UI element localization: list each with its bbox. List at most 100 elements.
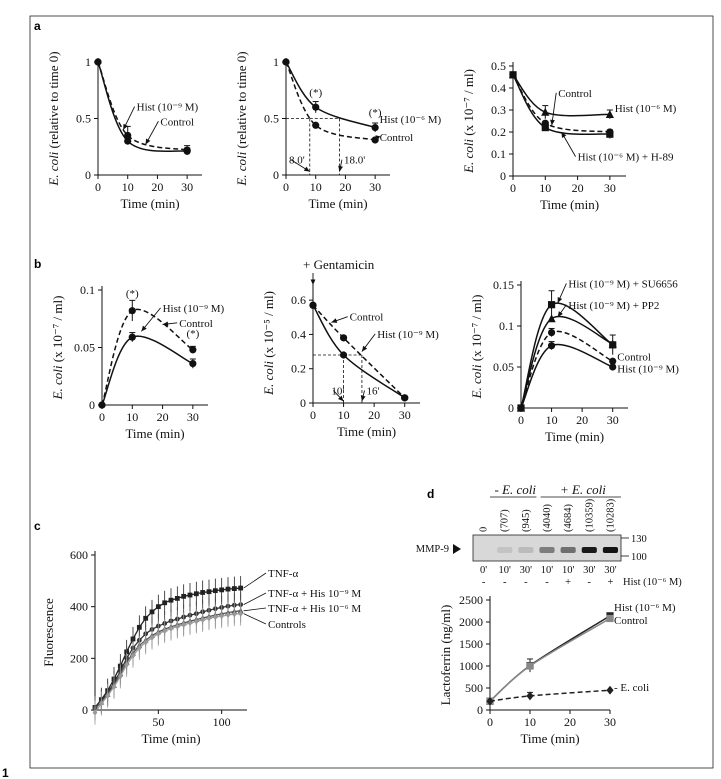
data-point (193, 591, 199, 597)
annotation-arrow-head (162, 321, 169, 327)
lane-value: (4684) (563, 504, 574, 532)
x-tick-label: 10 (310, 180, 322, 194)
series-label-0: TNF-α (268, 568, 298, 580)
x-tick-label: 10 (338, 408, 350, 422)
annotation-arrow-head (303, 166, 310, 172)
figure-number: 1 (2, 766, 9, 779)
annotation-arrow-head (375, 135, 381, 142)
data-point (183, 146, 191, 154)
annotation: Control (179, 318, 213, 330)
y-tick-label: 200 (70, 651, 88, 665)
annotation: Hist (10⁻⁹ M) (377, 329, 439, 341)
panel-label-c: c (34, 519, 41, 533)
label-leader (243, 592, 267, 605)
x-tick-label: 0 (518, 413, 524, 427)
annotation-arrow-head (550, 119, 555, 126)
y-tick-label: 0.5 (491, 59, 506, 73)
label-leader (243, 607, 267, 612)
y-axis-label-rest: (x 10⁻⁵ / ml) (261, 291, 276, 361)
data-point (339, 351, 348, 359)
data-point (312, 121, 320, 129)
lane-value: (707) (500, 509, 511, 532)
data-point (526, 662, 534, 670)
annotation: 10' (331, 385, 344, 397)
annotation: Control (614, 615, 648, 627)
annotation: Hist (10⁻⁹ M) (137, 102, 199, 114)
annotation: Hist (10⁻⁹ M) + PP2 (568, 300, 659, 312)
data-point (225, 586, 231, 592)
header-arrow-head (310, 279, 316, 285)
x-tick-label: 50 (152, 715, 164, 729)
chart-b2: 0 10 20 30 0 0.2 0.4 0.6 Time (min) E. coli (x 10… (261, 257, 439, 439)
x-tick-label: 0 (283, 180, 289, 194)
data-point (231, 586, 237, 591)
series-label-2: TNF-α + His 10⁻⁶ M (268, 603, 361, 615)
gel-band (602, 547, 618, 553)
annotation: Hist (10⁻⁹ M) (617, 364, 679, 376)
data-point (149, 609, 155, 615)
x-tick-label: 10 (126, 410, 138, 424)
lane-value: (10283) (605, 498, 616, 532)
y-axis-label-italic: E. coli (50, 365, 65, 400)
data-point (193, 618, 199, 625)
x-tick-label: 20 (157, 410, 169, 424)
annotation-arrow-head (557, 297, 563, 304)
y-tick-label: 1500 (459, 637, 483, 651)
x-tick-label: 10 (546, 413, 558, 427)
annotation: Hist (10⁻⁹ M) + SU6656 (568, 278, 678, 290)
data-point (339, 334, 348, 342)
x-axis-label: Time (min) (308, 196, 367, 211)
y-tick-label: 0.1 (491, 147, 506, 161)
y-tick-label: 0.05 (74, 341, 95, 355)
x-axis-label: Time (min) (337, 424, 396, 439)
x-tick-label: 10 (539, 181, 551, 195)
data-point (189, 346, 197, 354)
panel-label-d: d (427, 487, 434, 501)
hist-row-label: Hist (10⁻⁶ M) (623, 577, 682, 588)
y-axis-label-italic: E. coli (234, 151, 249, 186)
data-point (371, 123, 379, 132)
y-tick-label: 400 (70, 600, 88, 614)
data-point (606, 614, 614, 623)
y-tick-label: 0 (89, 398, 95, 412)
data-point (526, 691, 534, 701)
chart-header: + Gentamicin (303, 257, 375, 272)
lane-value: (4040) (542, 504, 553, 532)
lane-hist: - (524, 577, 528, 588)
annotation: (*) (369, 107, 382, 119)
x-tick-label: 30 (399, 408, 411, 422)
y-tick-label: 0 (500, 169, 506, 183)
data-point (98, 700, 104, 707)
annotation-arrow-head (141, 325, 147, 332)
annotation-arrow-head (361, 345, 368, 352)
annotation: 8.0' (289, 155, 305, 167)
data-point (547, 301, 556, 309)
x-tick-label: 20 (151, 180, 163, 194)
y-tick-label: 0.5 (76, 112, 91, 126)
y-axis-label: Fluorescence (41, 598, 56, 667)
annotation-arrow-head (561, 132, 567, 138)
data-point (174, 623, 180, 630)
annotation-arrow-head (338, 165, 343, 172)
x-tick-label: 30 (604, 715, 616, 729)
data-point (124, 661, 130, 668)
y-tick-label: 0 (508, 401, 514, 415)
data-point (547, 314, 556, 323)
x-tick-label: 20 (572, 181, 584, 195)
data-point (155, 630, 161, 637)
lane-time: 10' (562, 565, 575, 576)
y-axis-label-italic: E. coli (261, 361, 276, 396)
x-tick-label: 0 (99, 410, 105, 424)
figure-frame (29, 15, 714, 769)
y-axis-label-rest: (relative to time 0) (46, 51, 61, 151)
y-tick-label: 0.4 (491, 81, 506, 95)
lane-hist: - (503, 577, 507, 588)
annotation: 16' (367, 385, 380, 397)
y-tick-label: 0.15 (493, 278, 514, 292)
y-tick-label: 0 (477, 703, 483, 717)
data-point (168, 597, 174, 603)
data-point (181, 621, 187, 628)
annotation: - E. coli (614, 682, 649, 694)
x-tick-label: 10 (122, 180, 134, 194)
